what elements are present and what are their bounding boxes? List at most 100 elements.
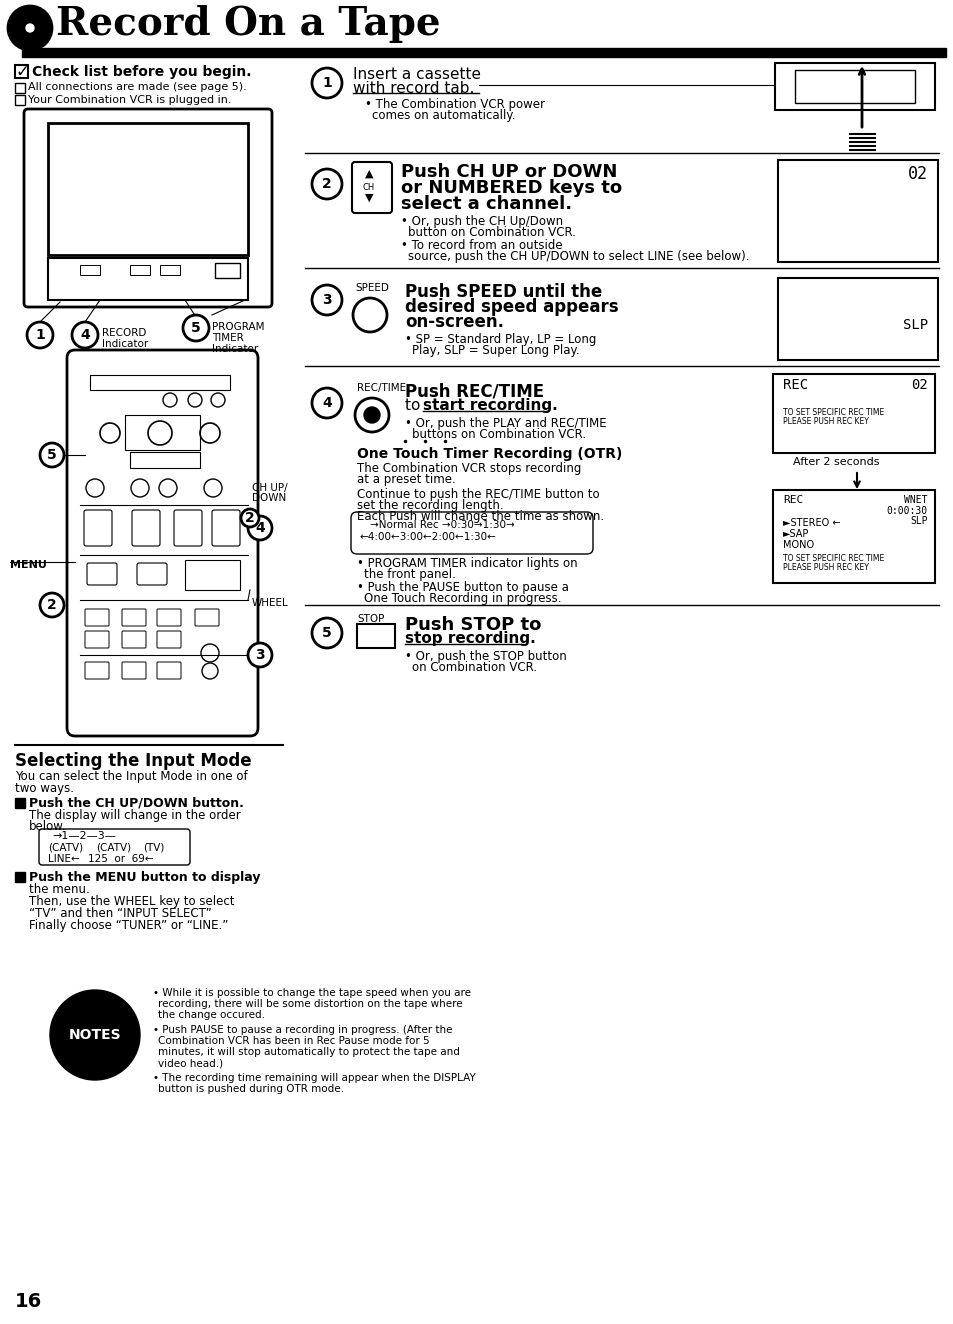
Text: desired speed appears: desired speed appears bbox=[405, 298, 618, 316]
Text: start recording.: start recording. bbox=[422, 399, 558, 413]
Bar bbox=[125, 414, 200, 450]
Text: below.: below. bbox=[29, 820, 67, 833]
Text: Push SPEED until the: Push SPEED until the bbox=[405, 283, 601, 301]
Text: STOP: STOP bbox=[356, 614, 384, 624]
Text: 5: 5 bbox=[322, 626, 332, 639]
Bar bbox=[48, 123, 248, 256]
Text: • Or, push the STOP button: • Or, push the STOP button bbox=[405, 650, 566, 663]
Circle shape bbox=[312, 285, 341, 315]
Text: MENU: MENU bbox=[10, 560, 47, 571]
Text: Finally choose “TUNER” or “LINE.”: Finally choose “TUNER” or “LINE.” bbox=[29, 919, 228, 932]
Text: Selecting the Input Mode: Selecting the Input Mode bbox=[15, 752, 252, 771]
Text: the change occured.: the change occured. bbox=[158, 1010, 265, 1019]
Text: 4: 4 bbox=[254, 522, 265, 535]
Text: →1—2—3—: →1—2—3— bbox=[52, 831, 115, 841]
Circle shape bbox=[248, 643, 272, 667]
Text: select a channel.: select a channel. bbox=[400, 195, 572, 213]
Text: Combination VCR has been in Rec Pause mode for 5: Combination VCR has been in Rec Pause mo… bbox=[158, 1035, 429, 1046]
Text: After 2 seconds: After 2 seconds bbox=[792, 457, 879, 467]
Circle shape bbox=[312, 68, 341, 98]
Bar bbox=[778, 160, 937, 262]
Text: Record On a Tape: Record On a Tape bbox=[56, 5, 440, 42]
Text: ←4:00←3:00←2:00←1:30←: ←4:00←3:00←2:00←1:30← bbox=[359, 532, 497, 542]
Text: One Touch Timer Recording (OTR): One Touch Timer Recording (OTR) bbox=[356, 448, 621, 461]
Text: button on Combination VCR.: button on Combination VCR. bbox=[408, 226, 576, 240]
Text: 4: 4 bbox=[80, 328, 90, 342]
Text: • SP = Standard Play, LP = Long: • SP = Standard Play, LP = Long bbox=[405, 334, 596, 346]
Circle shape bbox=[71, 322, 98, 348]
Text: 3: 3 bbox=[322, 293, 332, 307]
Text: TIMER: TIMER bbox=[212, 334, 244, 343]
Text: minutes, it will stop automatically to protect the tape and: minutes, it will stop automatically to p… bbox=[158, 1047, 459, 1057]
Text: NOTES: NOTES bbox=[69, 1027, 121, 1042]
Text: Check list before you begin.: Check list before you begin. bbox=[32, 65, 252, 79]
Text: the front panel.: the front panel. bbox=[364, 568, 456, 581]
Text: 02: 02 bbox=[910, 377, 927, 392]
Text: One Touch Recording in progress.: One Touch Recording in progress. bbox=[364, 592, 561, 605]
Text: 2: 2 bbox=[47, 598, 57, 612]
Bar bbox=[22, 48, 945, 57]
Text: • Push the PAUSE button to pause a: • Push the PAUSE button to pause a bbox=[356, 581, 568, 594]
Text: Push STOP to: Push STOP to bbox=[405, 616, 540, 634]
Text: button is pushed during OTR mode.: button is pushed during OTR mode. bbox=[158, 1084, 344, 1094]
Text: You can select the Input Mode in one of: You can select the Input Mode in one of bbox=[15, 771, 248, 782]
Text: TO SET SPECIFIC REC TIME: TO SET SPECIFIC REC TIME bbox=[782, 553, 883, 563]
Text: PROGRAM: PROGRAM bbox=[212, 322, 264, 332]
Text: Insert a cassette: Insert a cassette bbox=[353, 68, 485, 82]
Bar bbox=[185, 560, 240, 591]
Bar bbox=[160, 265, 180, 275]
Text: 1: 1 bbox=[35, 328, 45, 342]
Text: source, push the CH UP/DOWN to select LINE (see below).: source, push the CH UP/DOWN to select LI… bbox=[408, 250, 749, 263]
Text: (CATV): (CATV) bbox=[48, 843, 83, 853]
Bar bbox=[15, 95, 25, 105]
Circle shape bbox=[50, 990, 140, 1080]
Bar bbox=[772, 490, 934, 583]
Text: The Combination VCR stops recording: The Combination VCR stops recording bbox=[356, 462, 580, 475]
Text: WHEEL: WHEEL bbox=[252, 598, 289, 608]
Circle shape bbox=[40, 444, 64, 467]
Text: 125  or  69←: 125 or 69← bbox=[88, 854, 153, 865]
Text: WNET: WNET bbox=[903, 495, 927, 504]
Text: Each Push will change the time as shown.: Each Push will change the time as shown. bbox=[356, 510, 603, 523]
Text: 2: 2 bbox=[322, 177, 332, 191]
Text: SLP: SLP bbox=[909, 516, 927, 526]
Circle shape bbox=[27, 322, 53, 348]
Text: 1: 1 bbox=[322, 75, 332, 90]
Text: recording, there will be some distortion on the tape where: recording, there will be some distortion… bbox=[158, 1000, 462, 1009]
Circle shape bbox=[241, 508, 258, 527]
Text: PLEASE PUSH REC KEY: PLEASE PUSH REC KEY bbox=[782, 563, 868, 572]
Text: 16: 16 bbox=[15, 1292, 42, 1311]
Text: “TV” and then “INPUT SELECT”: “TV” and then “INPUT SELECT” bbox=[29, 907, 212, 920]
Bar bbox=[15, 798, 25, 808]
Bar bbox=[90, 375, 230, 391]
Text: (TV): (TV) bbox=[143, 843, 164, 853]
Text: on-screen.: on-screen. bbox=[405, 312, 503, 331]
Text: 2: 2 bbox=[245, 511, 254, 526]
Circle shape bbox=[26, 24, 34, 32]
Text: All connections are made (see page 5).: All connections are made (see page 5). bbox=[28, 82, 247, 91]
Text: ✓: ✓ bbox=[15, 64, 29, 81]
Text: REC: REC bbox=[782, 495, 802, 504]
Text: Indicator: Indicator bbox=[102, 339, 148, 350]
Bar bbox=[15, 83, 25, 93]
Text: SLP: SLP bbox=[902, 318, 927, 332]
Text: 5: 5 bbox=[191, 320, 201, 335]
Text: • Or, push the CH Up/Down: • Or, push the CH Up/Down bbox=[400, 214, 562, 228]
Text: Push REC/TIME: Push REC/TIME bbox=[405, 383, 543, 401]
Bar bbox=[214, 263, 240, 278]
Text: 5: 5 bbox=[47, 448, 57, 462]
Text: • PROGRAM TIMER indicator lights on: • PROGRAM TIMER indicator lights on bbox=[356, 557, 577, 571]
Text: DOWN: DOWN bbox=[252, 493, 286, 503]
Text: two ways.: two ways. bbox=[15, 782, 74, 794]
Bar bbox=[130, 451, 200, 467]
Circle shape bbox=[40, 593, 64, 617]
Text: CH: CH bbox=[363, 183, 375, 192]
Text: Continue to push the REC/TIME button to: Continue to push the REC/TIME button to bbox=[356, 489, 599, 500]
Bar bbox=[356, 624, 395, 647]
Text: • The Combination VCR power: • The Combination VCR power bbox=[365, 98, 544, 111]
Bar bbox=[15, 65, 28, 78]
Text: • To record from an outside: • To record from an outside bbox=[400, 240, 562, 252]
Bar bbox=[772, 373, 934, 453]
Text: • Push PAUSE to pause a recording in progress. (After the: • Push PAUSE to pause a recording in pro… bbox=[152, 1025, 452, 1035]
Circle shape bbox=[312, 618, 341, 647]
